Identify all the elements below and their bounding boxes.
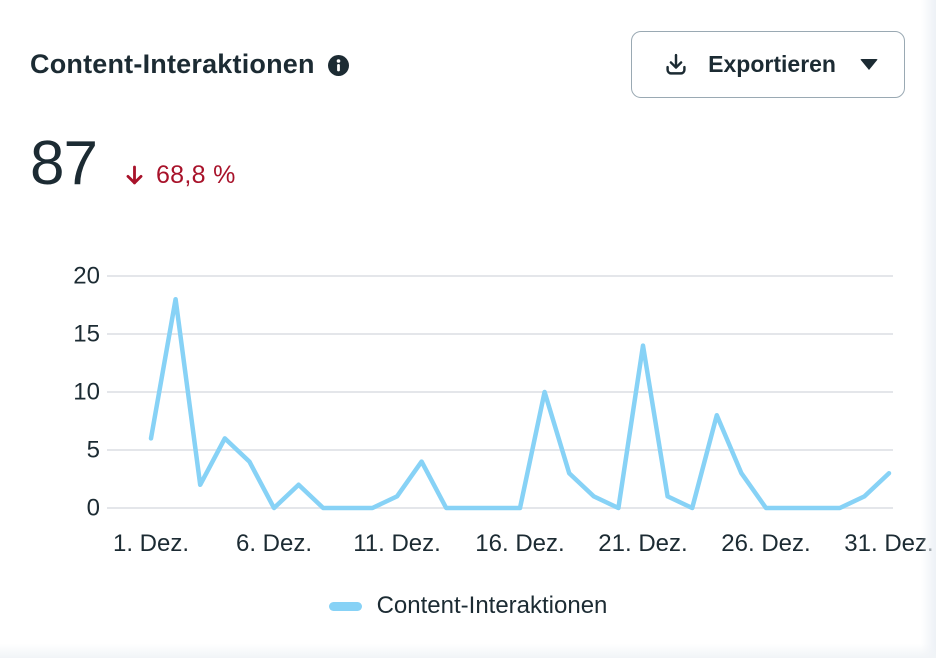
metric-value: 87 — [30, 129, 98, 198]
stat-row: 87 68,8 % — [30, 133, 236, 195]
metric-change: 68,8 % — [121, 161, 236, 195]
y-axis-labels: 0 5 10 15 20 — [73, 263, 100, 522]
chevron-down-icon — [860, 59, 878, 70]
x-tick-label: 16. Dez. — [475, 530, 564, 557]
x-tick-label: 31. Dez. — [844, 530, 933, 557]
legend-swatch-icon — [328, 601, 362, 611]
x-tick-label: 26. Dez. — [721, 530, 810, 557]
chart-legend: Content-Interaktionen — [0, 592, 936, 620]
y-tick-label: 20 — [73, 263, 100, 290]
card-header: Content-Interaktionen — [30, 48, 350, 80]
legend-label: Content-Interaktionen — [376, 592, 608, 619]
y-tick-label: 10 — [73, 379, 100, 406]
x-tick-label: 21. Dez. — [598, 530, 687, 557]
y-tick-label: 15 — [73, 321, 100, 348]
y-tick-label: 5 — [87, 437, 100, 464]
download-icon — [662, 51, 690, 79]
metric-change-value: 68,8 % — [155, 161, 236, 189]
export-button[interactable]: Exportieren — [631, 31, 905, 98]
gridlines — [107, 275, 893, 509]
arrow-down-icon — [121, 162, 148, 189]
series-line-content-interaktionen[interactable] — [148, 296, 892, 511]
info-icon[interactable] — [327, 54, 350, 77]
y-tick-label: 0 — [87, 495, 100, 522]
x-axis-labels: 1. Dez. 6. Dez. 11. Dez. 16. Dez. 21. Dez. 26… — [113, 530, 934, 557]
page-title: Content-Interaktionen — [30, 49, 315, 79]
export-button-label: Exportieren — [708, 51, 836, 77]
x-tick-label: 11. Dez. — [353, 530, 441, 557]
x-tick-label: 6. Dez. — [236, 530, 312, 557]
x-tick-label: 1. Dez. — [113, 530, 189, 557]
